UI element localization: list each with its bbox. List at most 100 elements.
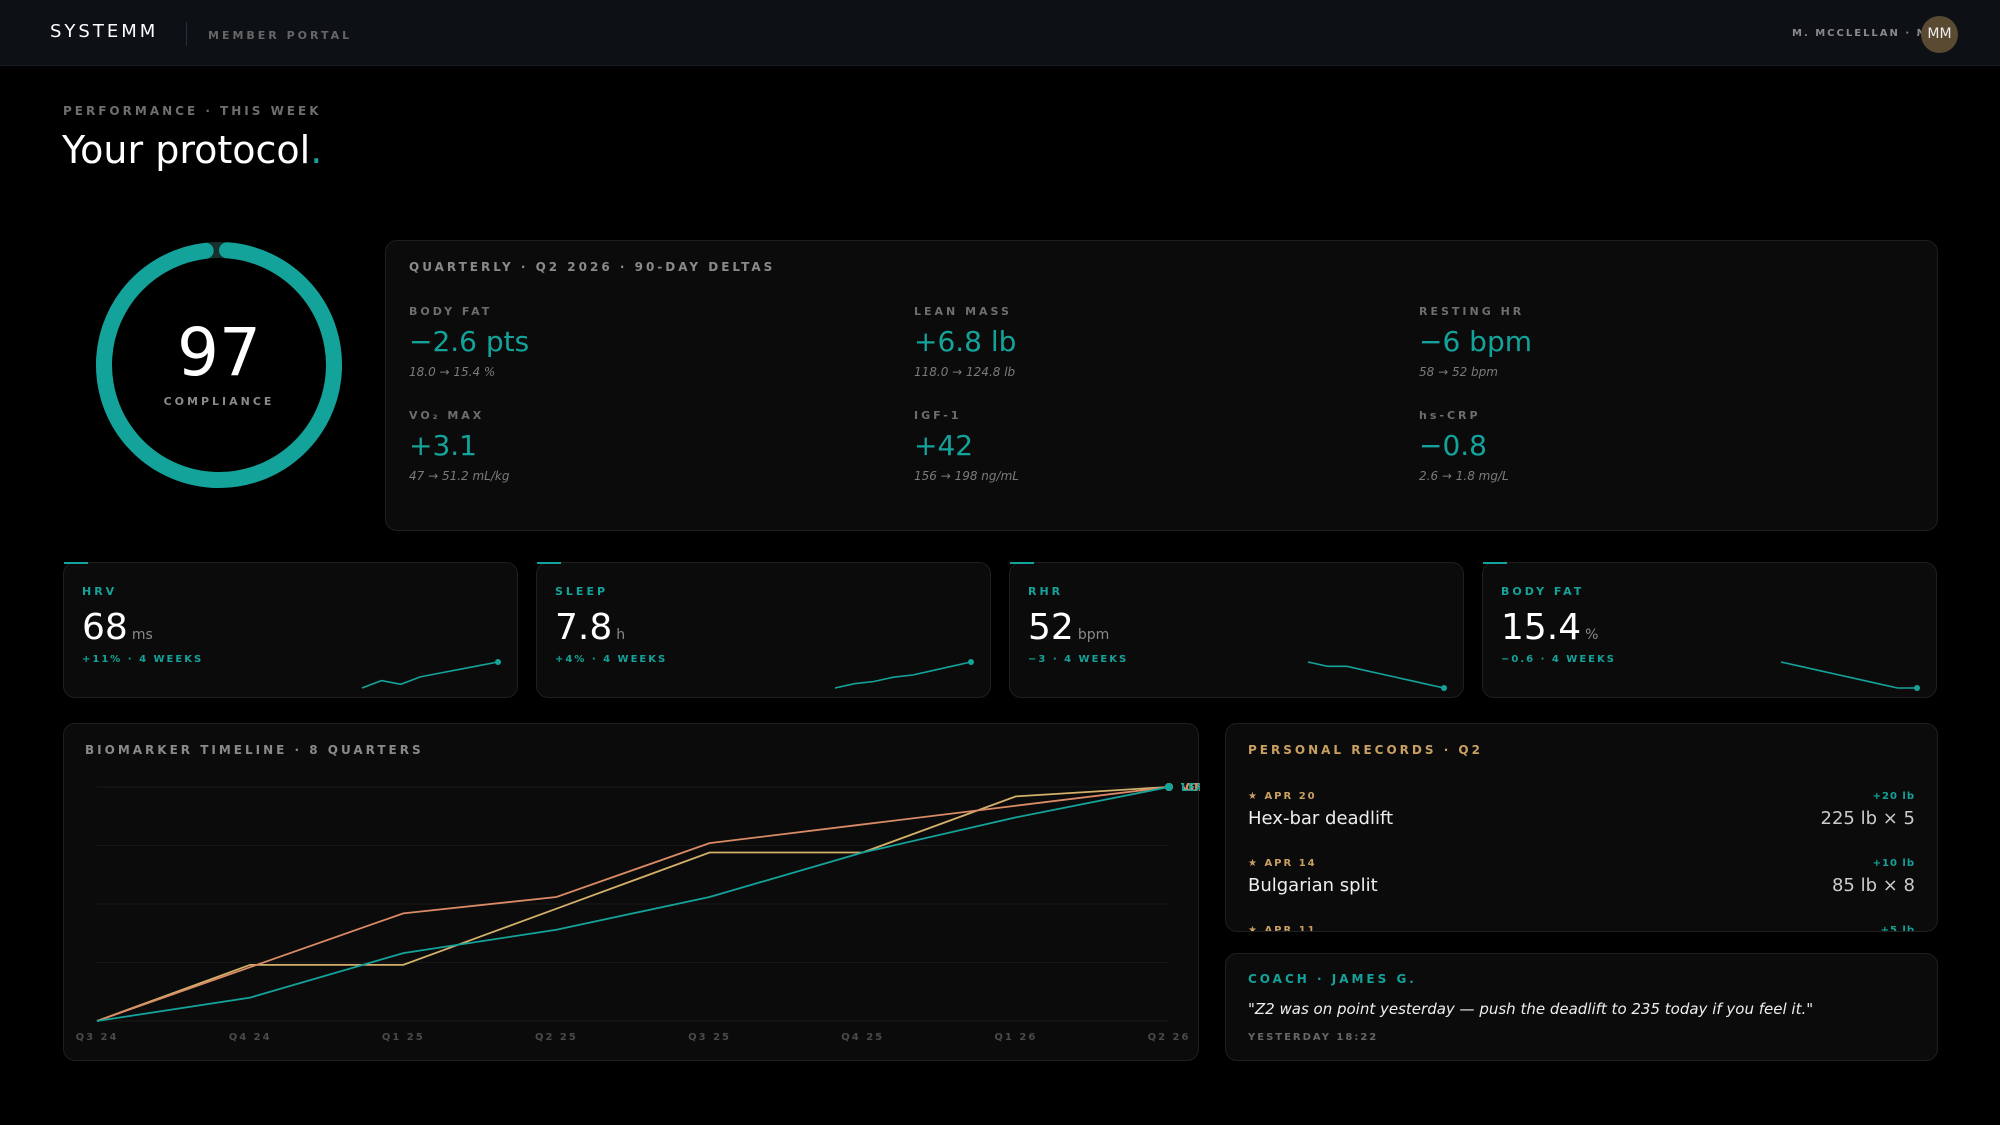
kpi-value-row: 7.8 h <box>555 607 625 648</box>
eyebrow: PERFORMANCE · THIS WEEK <box>63 104 322 118</box>
record-name: Hex-bar deadlift <box>1248 808 1394 829</box>
record-delta: +10 lb <box>1872 858 1915 869</box>
card-accent <box>64 562 88 564</box>
record-delta: +20 lb <box>1872 791 1915 802</box>
kpi-value-row: 68 ms <box>82 607 153 648</box>
metric-delta: +6.8 lb <box>914 325 1017 358</box>
card-accent <box>537 562 561 564</box>
metric-delta: +42 <box>914 429 974 462</box>
kpi-change: +4% · 4 WEEKS <box>555 654 668 665</box>
timeline-panel: BIOMARKER TIMELINE · 8 QUARTERS Q3 24 Q4 … <box>63 723 1200 1061</box>
record-name: Bulgarian split <box>1248 875 1378 896</box>
kpi-change: −0.6 · 4 WEEKS <box>1501 654 1616 665</box>
sparkline-end <box>1441 685 1447 691</box>
series-label: IGF-1 <box>1181 781 1200 794</box>
metric-delta: +3.1 <box>409 429 477 462</box>
coach-title: COACH · JAMES G. <box>1248 972 1417 986</box>
metric-detail: 156 → 198 ng/mL <box>914 469 1019 483</box>
sparkline-end <box>495 659 501 665</box>
compliance-value: 97 <box>177 314 261 391</box>
record-date: ★ APR 14 <box>1248 858 1317 869</box>
sparkline <box>834 659 974 689</box>
page-title: Your protocol. <box>62 128 322 172</box>
metric-label: RESTING HR <box>1419 305 1525 318</box>
sparkline <box>1780 661 1920 691</box>
metric-detail: 47 → 51.2 mL/kg <box>409 469 510 483</box>
kpi-label: BODY FAT <box>1501 585 1585 598</box>
kpi-value: 52 <box>1028 607 1074 648</box>
title-accent: . <box>310 128 323 172</box>
record-date: ★ APR 20 <box>1248 791 1317 802</box>
sparkline <box>1307 661 1447 691</box>
timeline-chart: Q3 24 Q4 24 Q1 25 Q2 25 Q3 25 Q4 25 Q1 26 Q2 26… <box>76 781 1200 1043</box>
x-tick-label: Q3 25 <box>688 1032 731 1043</box>
kpi-label: HRV <box>82 585 118 598</box>
ring-arc <box>96 242 342 488</box>
kpi-value: 7.8 <box>555 607 613 648</box>
x-tick-label: Q2 26 <box>1148 1032 1191 1043</box>
kpi-card: BODY FAT 15.4% −0.6 · 4 WEEKS <box>1482 562 1937 698</box>
record-result: 225 lb × 5 <box>1820 808 1915 829</box>
coach-panel: COACH · JAMES G. "Z2 was on point yester… <box>1225 953 1938 1061</box>
separator <box>186 22 187 46</box>
sparkline-end <box>1914 685 1920 691</box>
kpi-unit: % <box>1585 627 1599 643</box>
metric-label: BODY FAT <box>409 305 493 318</box>
compliance-ring: 97 COMPLIANCE <box>96 242 342 488</box>
sparkline-line <box>834 661 972 689</box>
metric-label: IGF-1 <box>914 409 962 422</box>
kpi-value: 15.4 <box>1501 607 1582 648</box>
avatar[interactable]: MM <box>1921 16 1958 53</box>
kpi-change: −3 · 4 WEEKS <box>1028 654 1129 665</box>
kpi-unit: ms <box>131 627 153 643</box>
metric-detail: 2.6 → 1.8 mg/L <box>1419 469 1509 483</box>
series-line <box>96 786 1170 1022</box>
sparkline-end <box>968 659 974 665</box>
kpi-value-row: 52 bpm <box>1028 607 1109 648</box>
quarterly-panel: QUARTERLY · Q2 2026 · 90-DAY DELTAS BODY … <box>385 240 1938 531</box>
kpi-unit: h <box>616 627 626 643</box>
sparkline-line <box>1780 661 1917 689</box>
kpi-value-row: 15.4% <box>1501 607 1598 648</box>
x-tick-label: Q3 24 <box>76 1032 119 1043</box>
kpi-card: RHR 52 bpm −3 · 4 WEEKS <box>1009 562 1464 698</box>
metric-detail: 118.0 → 124.8 lb <box>914 365 1016 379</box>
kpi-label: SLEEP <box>555 585 609 598</box>
metric-label: LEAN MASS <box>914 305 1012 318</box>
x-tick-label: Q1 25 <box>382 1032 425 1043</box>
metric-label: hs-CRP <box>1419 409 1481 422</box>
sparkline <box>361 659 501 689</box>
record-date: ★ APR 11 <box>1248 925 1317 932</box>
kpi-unit: bpm <box>1077 627 1110 643</box>
sparkline-line <box>361 661 499 689</box>
series-end <box>1165 783 1173 791</box>
coach-time: YESTERDAY 18:22 <box>1248 1032 1379 1043</box>
series-label: LEAN <box>1181 781 1200 794</box>
record-result: 85 lb × 8 <box>1831 875 1915 896</box>
coach-quote: "Z2 was on point yesterday — push the de… <box>1248 1000 1814 1018</box>
panel-title: PERSONAL RECORDS · Q2 <box>1248 743 1483 757</box>
brand[interactable]: SYSTEMM <box>50 21 159 42</box>
portal: MEMBER PORTAL <box>208 29 353 42</box>
record-delta: +5 lb <box>1880 925 1915 932</box>
user[interactable]: M. MCCLELLAN · № 0 <box>1792 28 1946 39</box>
series-line <box>96 786 1170 1022</box>
header <box>0 0 2000 66</box>
metric-delta: −0.8 <box>1419 429 1487 462</box>
metric-delta: −2.6 pts <box>409 325 530 358</box>
x-tick-label: Q2 25 <box>535 1032 578 1043</box>
card-accent <box>1483 562 1507 564</box>
x-tick-label: Q1 26 <box>994 1032 1037 1043</box>
metric-label: VO₂ MAX <box>409 409 485 422</box>
panel-title: BIOMARKER TIMELINE · 8 QUARTERS <box>85 743 424 757</box>
x-tick-label: Q4 25 <box>841 1032 884 1043</box>
metric-delta: −6 bpm <box>1419 325 1532 358</box>
kpi-label: RHR <box>1028 585 1064 598</box>
kpi-card: HRV 68 ms +11% · 4 WEEKS <box>63 562 518 698</box>
records-panel: PERSONAL RECORDS · Q2 ★ APR 20 +20 lb Hex-b… <box>1225 723 1938 932</box>
series-label: VO₂ <box>1181 781 1200 794</box>
sparkline-line <box>1307 661 1445 689</box>
x-tick-label: Q4 24 <box>229 1032 272 1043</box>
metric-detail: 58 → 52 bpm <box>1419 365 1498 379</box>
